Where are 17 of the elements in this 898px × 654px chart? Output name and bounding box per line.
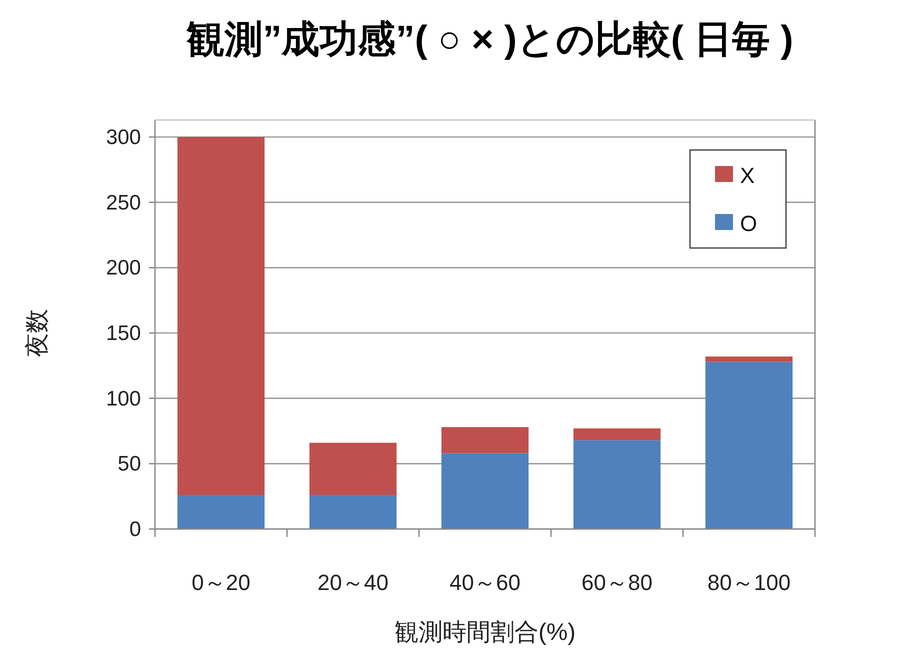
x-tick-label: 40～60	[450, 570, 520, 595]
x-tick-label: 60～80	[582, 570, 652, 595]
y-tick-label: 200	[106, 256, 141, 280]
y-tick-label: 250	[106, 191, 141, 214]
x-tick-label: 80～100	[707, 570, 791, 595]
y-tick-label: 150	[106, 322, 141, 345]
x-tick-label: 0～20	[192, 570, 250, 595]
chart-title: 観測”成功感”( ○ × )との比較( 日毎 )	[186, 19, 794, 61]
x-axis-title: 観測時間割合(%)	[394, 619, 576, 646]
y-tick-label: 0	[129, 518, 141, 541]
legend-label: X	[740, 163, 755, 188]
y-tick-label: 100	[106, 387, 141, 410]
y-axis-title: 夜数	[24, 309, 51, 357]
x-tick-label: 20～40	[318, 570, 388, 595]
y-tick-label: 300	[106, 126, 141, 149]
y-tick-label: 50	[118, 452, 141, 476]
legend-label: O	[740, 211, 758, 236]
